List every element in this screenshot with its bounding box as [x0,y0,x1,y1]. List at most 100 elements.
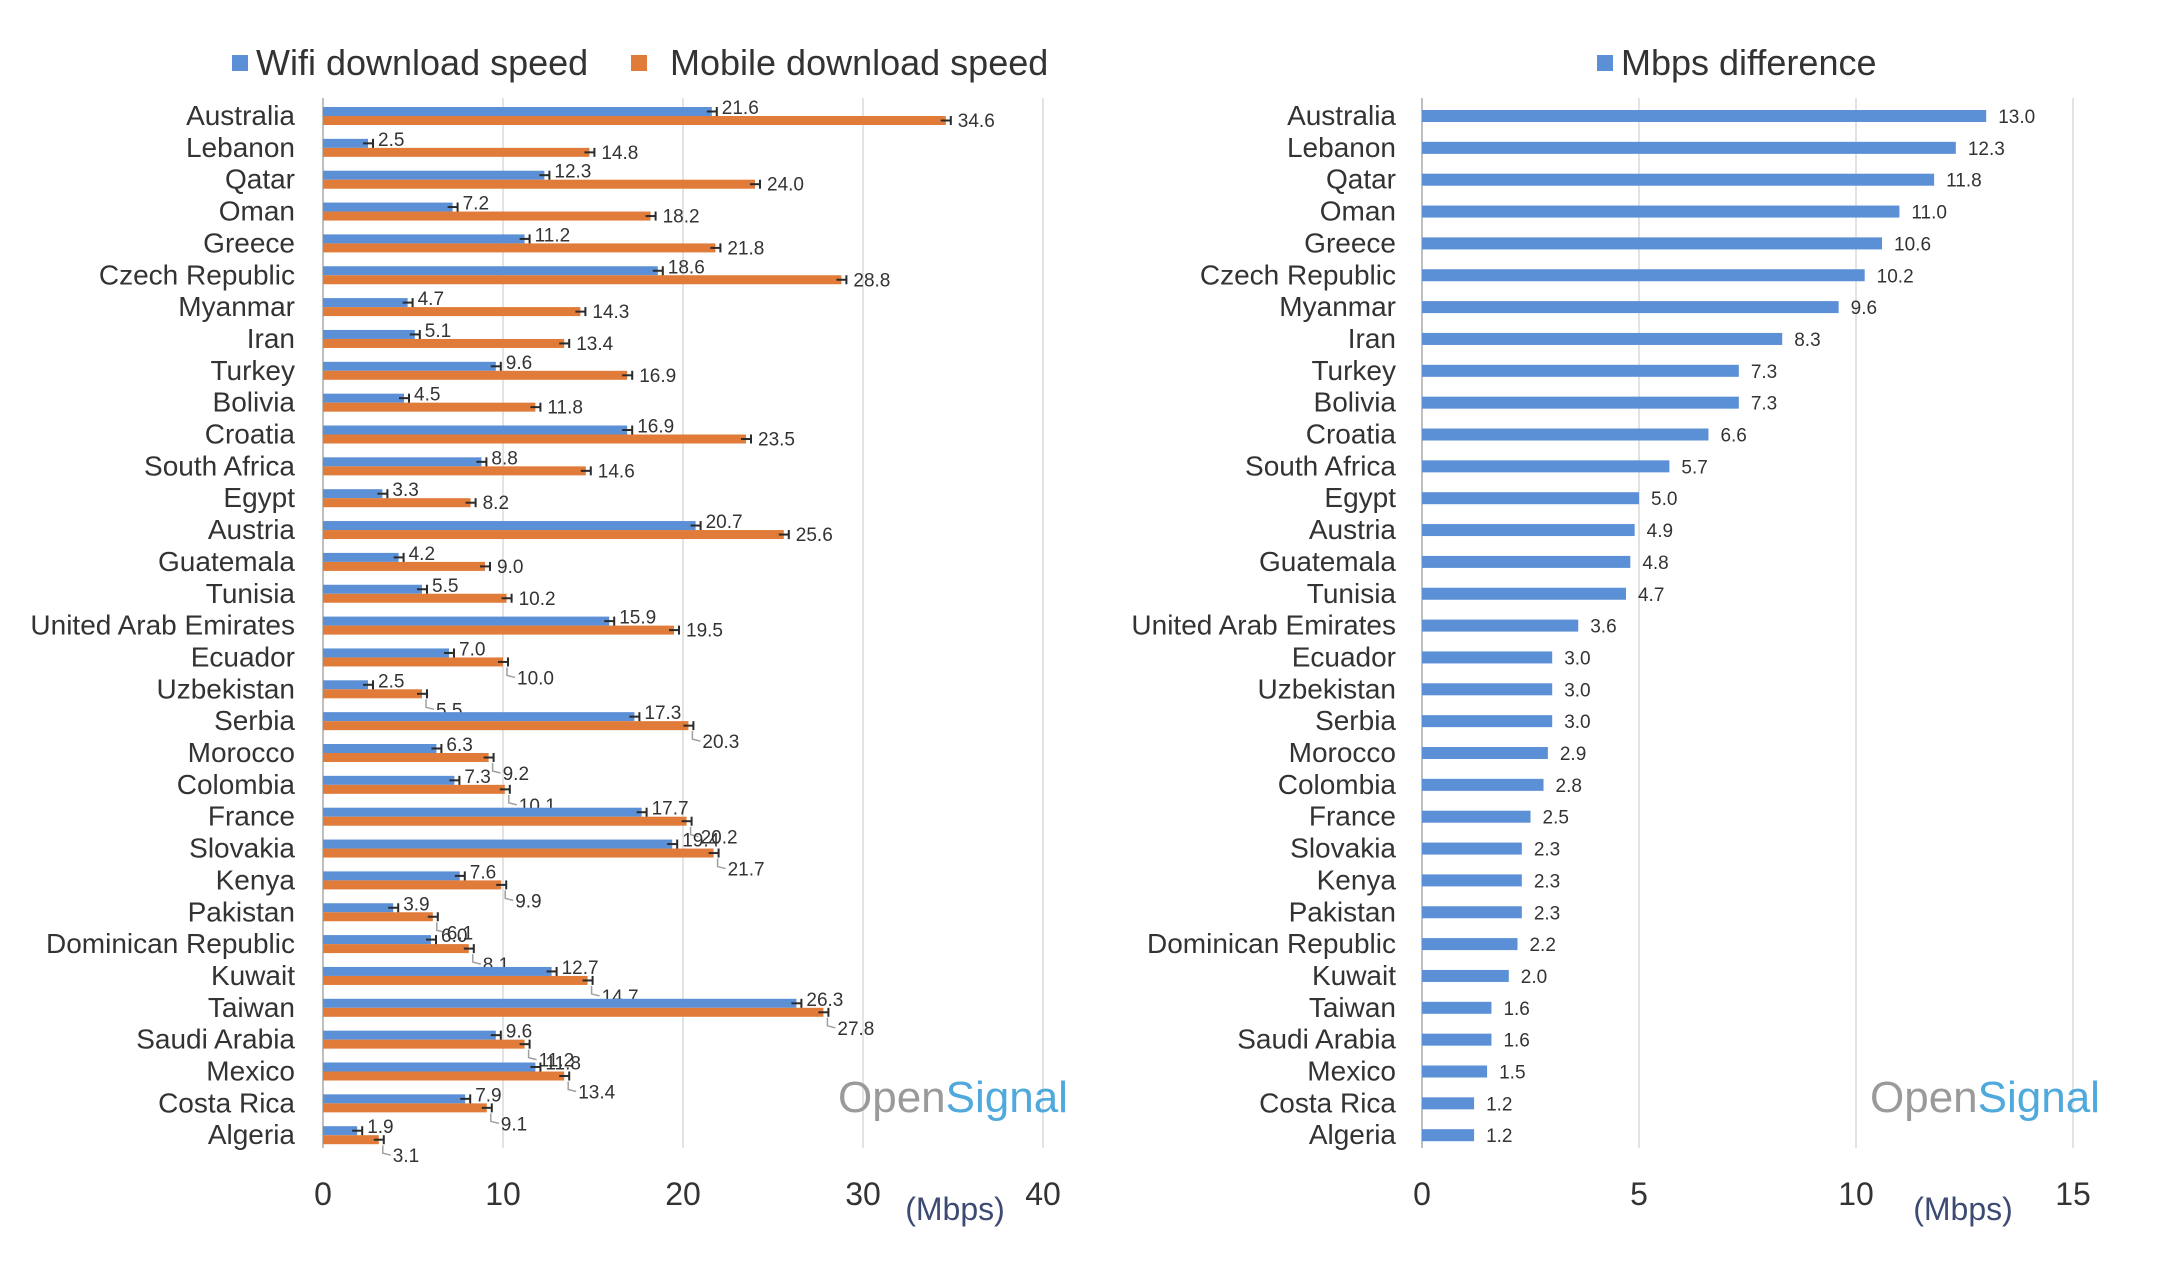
category-label: Costa Rica [158,1087,295,1118]
category-label: Turkey [210,355,295,386]
value-label-mobile: 27.8 [837,1019,874,1040]
value-label-difference: 1.6 [1503,1031,1529,1052]
value-label-mobile: 10.2 [519,589,556,610]
category-label: Morocco [1289,737,1396,768]
bar-wifi [323,1094,466,1104]
category-row: Croatia 6.6 [1306,419,1747,450]
value-label-mobile: 34.6 [958,111,995,132]
category-row: Kuwait 2.0 [1312,960,1547,991]
category-row: Turkey 9.6 16.9 [210,353,676,387]
category-label: Saudi Arabia [136,1024,295,1055]
category-row: Tunisia 5.5 10.2 [206,576,556,610]
value-label-mobile: 28.8 [853,270,890,291]
value-label-difference: 3.6 [1590,617,1616,638]
category-label: Costa Rica [1259,1087,1396,1118]
bar-mobile [323,434,746,444]
category-row: Czech Republic 18.6 28.8 [99,257,890,291]
opensignal-logo-right: OpenSignal [1870,1073,2100,1122]
value-label-difference: 8.3 [1794,330,1820,351]
value-label-wifi: 6.0 [441,926,467,947]
value-leader-mobile [490,1113,499,1125]
category-row: Oman 11.0 [1320,196,1947,227]
value-label-difference: 4.9 [1647,521,1673,542]
bar-difference [1422,237,1883,250]
category-label: Tunisia [206,578,296,609]
bar-mobile [323,179,755,189]
category-row: Morocco 6.3 9.2 [188,735,529,785]
bar-mobile [323,211,651,221]
category-row: Guatemala 4.8 [1259,546,1669,577]
value-label-wifi: 7.9 [475,1085,501,1106]
category-row: Slovakia 2.3 [1290,833,1560,864]
value-label-difference: 9.6 [1851,298,1877,319]
value-label-difference: 11.0 [1911,203,1947,224]
bar-difference [1422,1065,1488,1078]
value-label-difference: 7.3 [1751,394,1777,415]
category-label: Dominican Republic [46,928,295,959]
bar-mobile [323,975,588,985]
value-label-difference: 3.0 [1564,680,1590,701]
value-label-mobile: 10.0 [517,668,554,689]
value-label-mobile: 14.3 [592,302,629,323]
category-label: Uzbekistan [156,673,295,704]
bar-mobile [323,880,502,890]
category-label: Dominican Republic [1147,928,1396,959]
value-label-wifi: 4.2 [409,544,435,565]
bar-wifi [323,234,525,244]
category-row: Austria 20.7 25.6 [208,512,833,546]
bar-difference [1422,906,1522,919]
value-label-wifi: 3.3 [392,480,418,501]
value-leader-mobile [508,794,517,806]
value-label-difference: 12.3 [1968,139,2005,160]
bar-wifi [323,521,696,531]
legend-label-wifi: Wifi download speed [256,42,588,83]
category-row: Ecuador 7.0 10.0 [191,639,554,689]
category-row: United Arab Emirates 3.6 [1131,610,1616,641]
bar-wifi [323,744,437,753]
x-tick-label: 0 [1413,1176,1431,1212]
svg-text:OpenSignal: OpenSignal [838,1073,1068,1122]
category-row: Costa Rica 7.99.1 [158,1085,527,1135]
category-row: Kenya 2.3 [1317,864,1561,895]
category-row: Uzbekistan 2.55.5 [156,671,462,721]
category-label: Croatia [205,419,296,450]
value-label-wifi: 21.6 [722,98,759,119]
category-label: Colombia [177,769,296,800]
value-label-wifi: 2.5 [378,130,404,151]
value-label-wifi: 19.4 [682,831,719,852]
category-label: Myanmar [1279,291,1396,322]
value-leader-mobile [826,1017,836,1029]
value-label-difference: 10.2 [1877,266,1914,287]
value-leader-mobile [436,922,445,933]
category-label: Pakistan [1289,896,1396,927]
bar-difference [1422,842,1522,855]
bar-difference [1422,651,1553,664]
category-row: Mexico 1.5 [1307,1056,1525,1087]
bar-mobile [323,1135,379,1145]
value-label-wifi: 4.7 [418,289,444,310]
category-row: Kenya 7.6 9.9 [216,862,542,912]
category-label: Lebanon [186,132,295,163]
category-label: South Africa [1245,450,1396,481]
category-label: South Africa [144,450,295,481]
bar-wifi [323,680,368,690]
bar-mobile [323,689,422,699]
value-label-wifi: 17.7 [652,799,689,820]
bar-difference [1422,492,1639,505]
category-row: Lebanon 12.3 [1287,132,2005,163]
legend: Wifi download speed Mobile download speed [232,42,1048,83]
category-row: Dominican Republic 6.08.1 [46,926,509,976]
legend-label-mobile: Mobile download speed [670,42,1048,83]
category-label: Uzbekistan [1257,673,1396,704]
bar-wifi [323,903,394,913]
bar-difference [1422,1129,1475,1142]
category-row: Slovakia 19.4 21.7 [189,831,764,881]
value-leader-mobile [689,826,699,838]
category-label: Mexico [206,1056,295,1087]
category-label: Kenya [1317,864,1397,895]
bar-difference [1422,460,1670,473]
value-label-difference: 4.8 [1642,553,1668,574]
bar-wifi [323,871,460,881]
category-label: Austria [208,514,296,545]
category-label: Lebanon [1287,132,1396,163]
